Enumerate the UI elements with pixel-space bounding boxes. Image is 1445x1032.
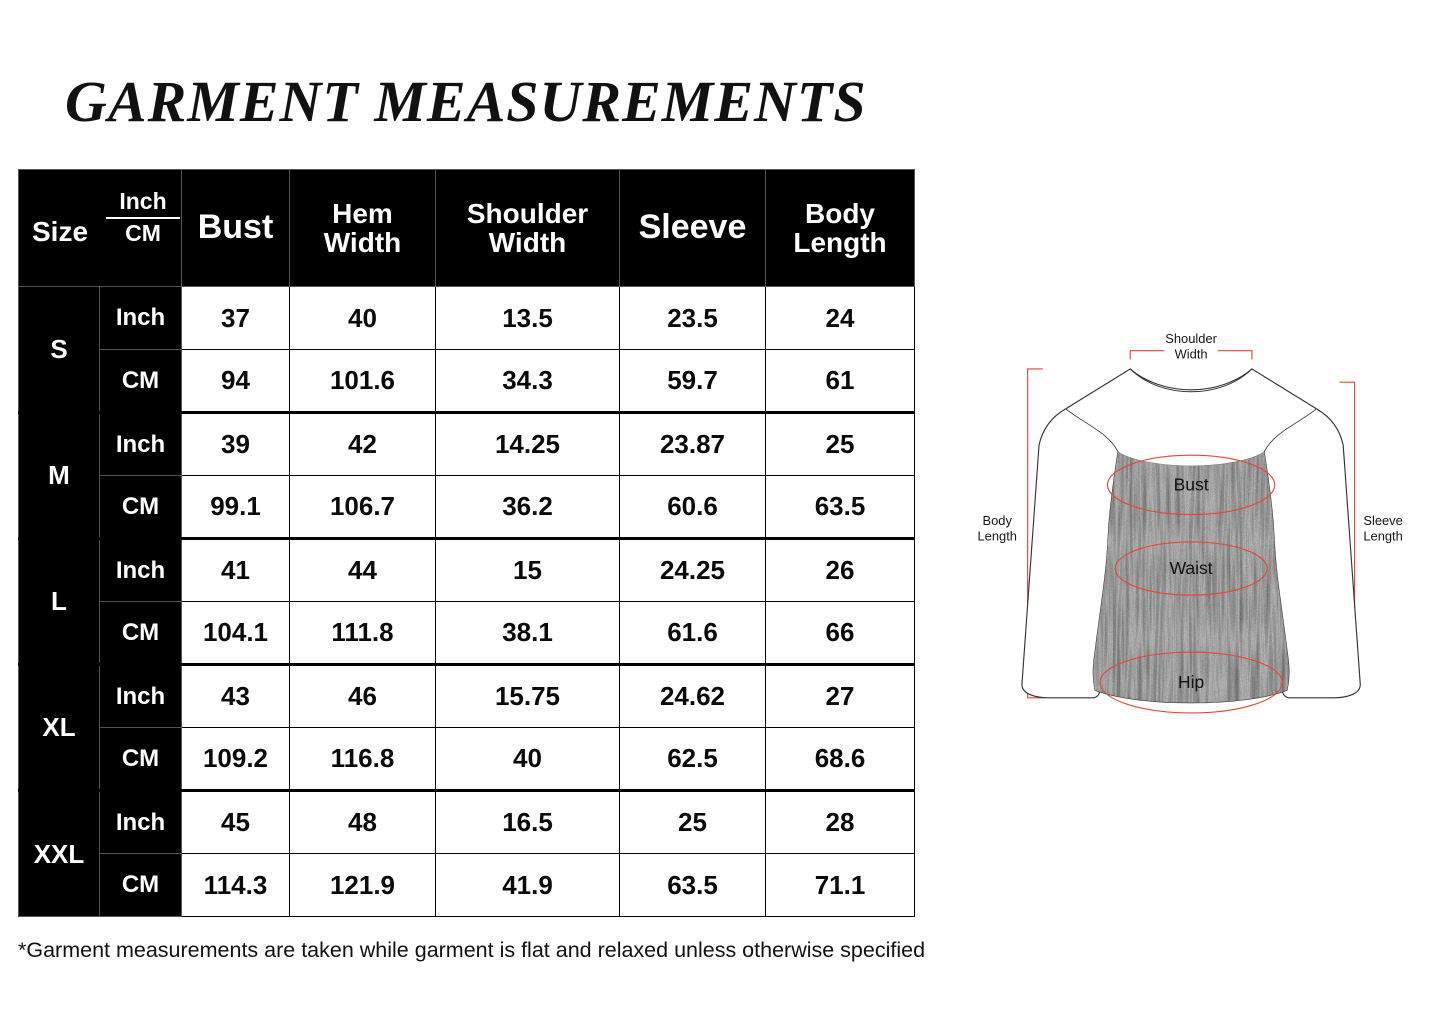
- svg-text:Body: Body: [983, 513, 1013, 528]
- svg-text:Shoulder: Shoulder: [1165, 331, 1217, 346]
- svg-text:Width: Width: [1175, 346, 1208, 361]
- svg-text:Waist: Waist: [1170, 558, 1213, 578]
- svg-text:Length: Length: [977, 529, 1016, 544]
- svg-text:Bust: Bust: [1174, 475, 1209, 495]
- svg-text:Sleeve: Sleeve: [1363, 513, 1402, 528]
- svg-text:Hip: Hip: [1178, 672, 1204, 692]
- svg-text:Length: Length: [1363, 529, 1402, 544]
